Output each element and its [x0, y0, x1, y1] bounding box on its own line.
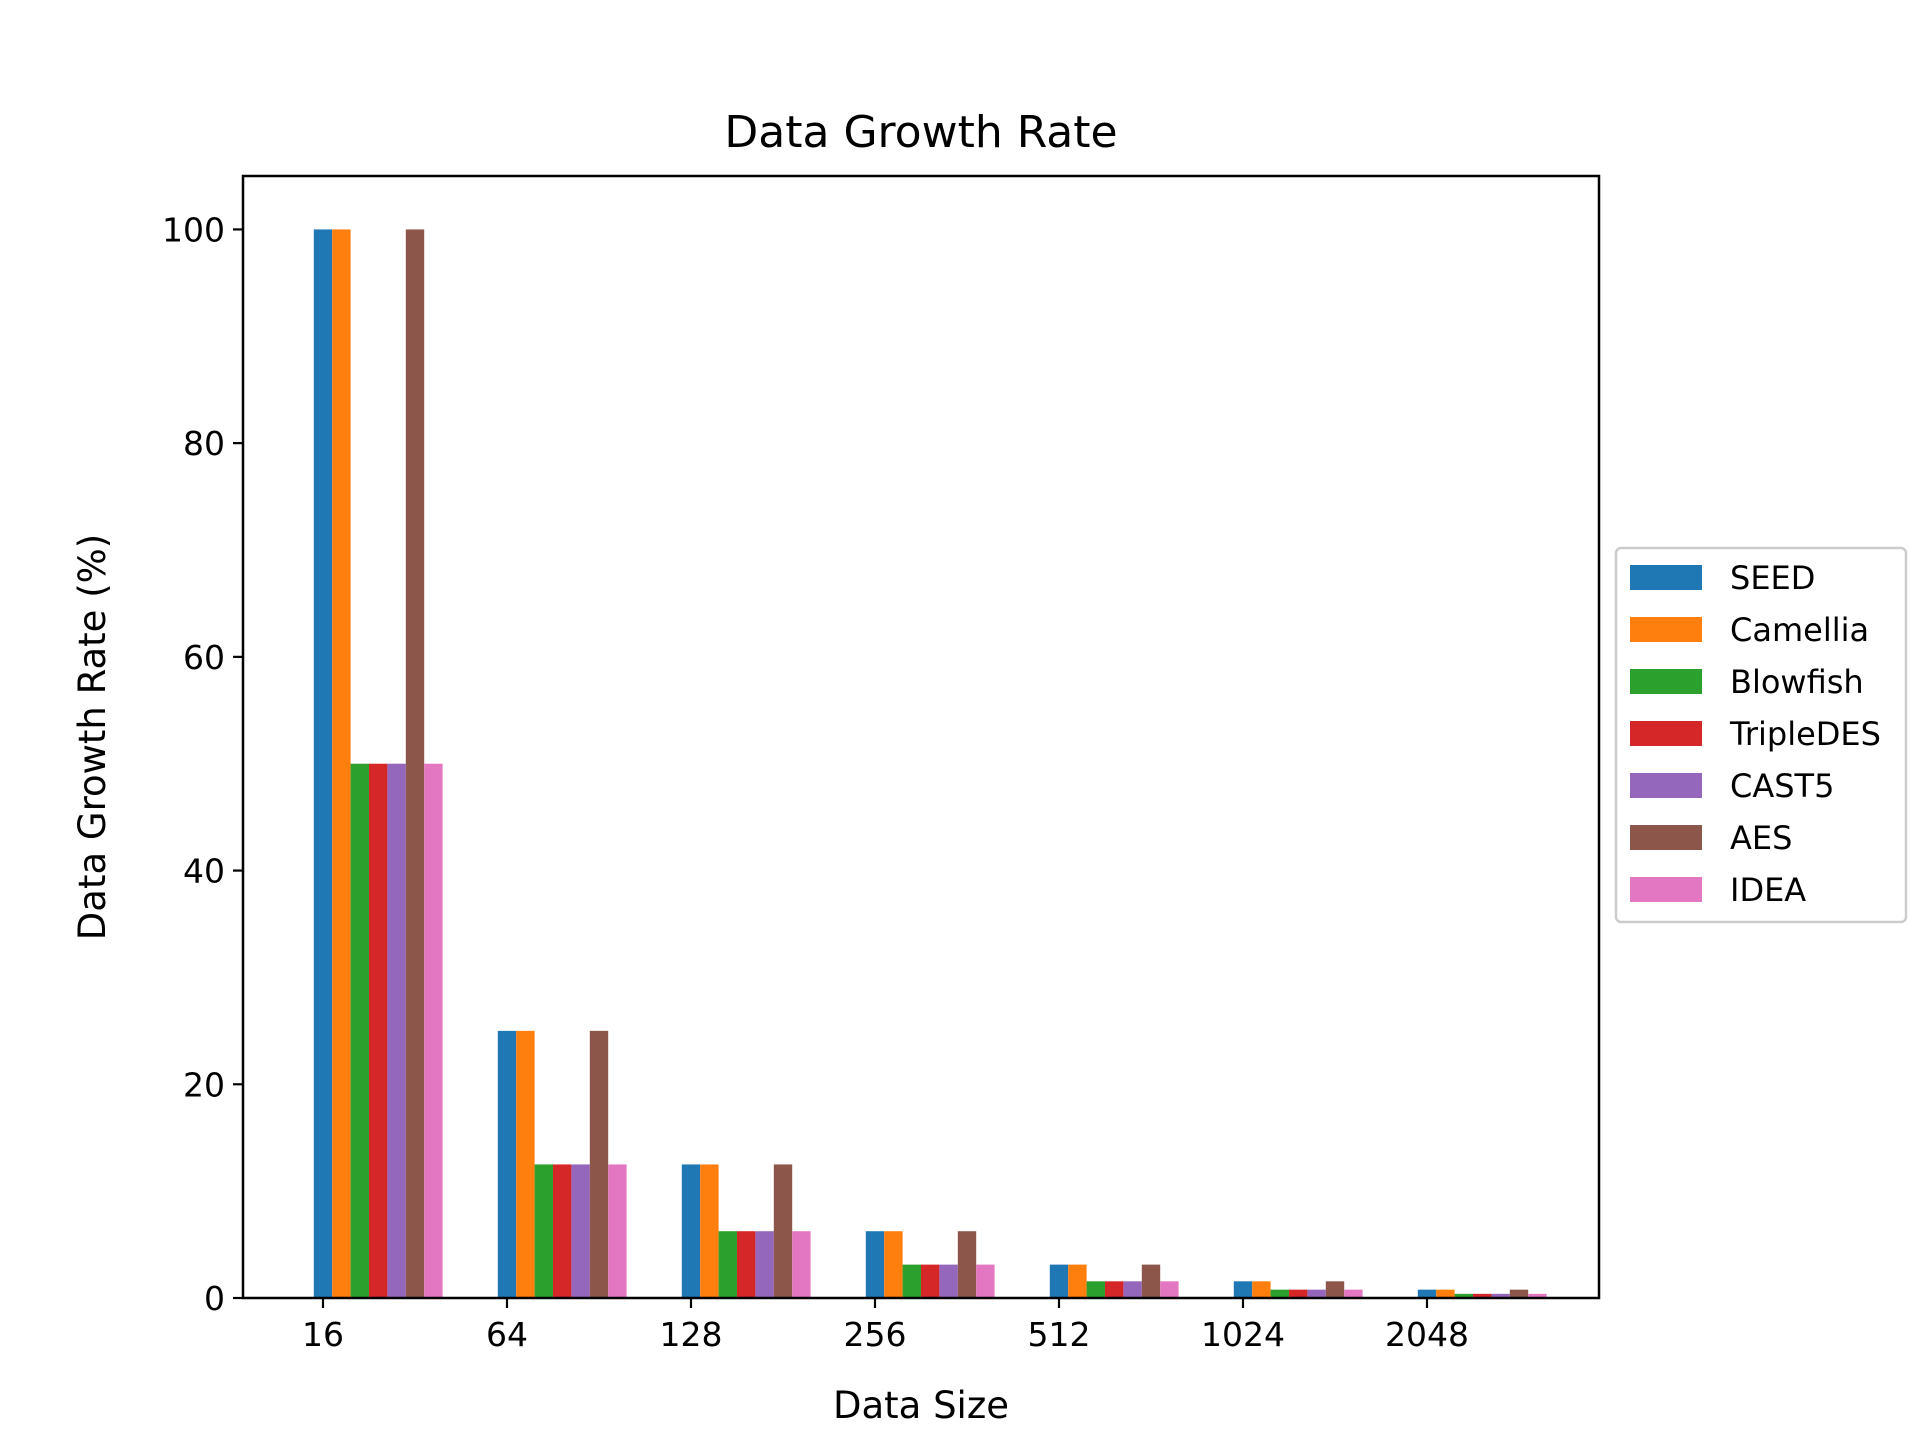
- x-tick-label: 1024: [1201, 1315, 1285, 1354]
- bar-cast5-1024: [1307, 1289, 1326, 1298]
- bar-blowfish-256: [902, 1264, 921, 1298]
- bar-aes-128: [773, 1164, 793, 1298]
- x-tick-label: 16: [302, 1315, 344, 1354]
- bar-aes-1024: [1325, 1281, 1345, 1298]
- legend-label-camellia: Camellia: [1730, 611, 1869, 649]
- plot-frame: [241, 174, 1601, 1300]
- y-tick-label: 20: [183, 1065, 225, 1104]
- y-tick-label: 80: [183, 424, 225, 463]
- bar-seed-16: [313, 229, 333, 1299]
- bar-blowfish-128: [718, 1231, 737, 1298]
- y-axis: 0 20 40 60 80 100: [162, 210, 243, 1318]
- bar-cast5-64: [571, 1164, 590, 1298]
- bar-tripledes-1024: [1289, 1289, 1308, 1298]
- legend-label-cast5: CAST5: [1730, 767, 1834, 805]
- x-axis-label: Data Size: [833, 1384, 1009, 1427]
- bar-seed-256: [865, 1231, 885, 1298]
- x-tick-label: 512: [1028, 1315, 1091, 1354]
- bar-cast5-16: [387, 763, 406, 1298]
- bar-aes-512: [1141, 1264, 1161, 1298]
- legend-swatch-blowfish: [1630, 669, 1702, 694]
- bars-group: [313, 229, 1547, 1299]
- bar-tripledes-512: [1105, 1281, 1124, 1298]
- y-tick-label: 60: [183, 638, 225, 677]
- bar-idea-1024: [1344, 1289, 1363, 1298]
- x-tick-label: 256: [844, 1315, 907, 1354]
- legend-swatch-idea: [1630, 877, 1702, 902]
- bar-blowfish-16: [350, 763, 369, 1298]
- x-tick-label: 2048: [1385, 1315, 1469, 1354]
- bar-blowfish-2048: [1454, 1293, 1473, 1298]
- bar-camellia-512: [1068, 1264, 1087, 1298]
- bar-blowfish-64: [534, 1164, 553, 1298]
- bar-cast5-512: [1123, 1281, 1142, 1298]
- y-axis-label: Data Growth Rate (%): [71, 534, 114, 940]
- bar-aes-64: [589, 1030, 609, 1298]
- legend-label-idea: IDEA: [1730, 871, 1806, 909]
- legend-label-aes: AES: [1730, 819, 1792, 857]
- bar-idea-2048: [1528, 1293, 1547, 1298]
- chart-title: Data Growth Rate: [724, 107, 1117, 158]
- bar-tripledes-16: [369, 763, 388, 1298]
- bar-idea-64: [608, 1164, 627, 1298]
- bar-idea-16: [424, 763, 443, 1298]
- x-tick-label: 128: [660, 1315, 723, 1354]
- bar-camellia-1024: [1252, 1281, 1271, 1298]
- bar-seed-512: [1049, 1264, 1069, 1298]
- y-tick-label: 0: [204, 1279, 225, 1318]
- bar-seed-2048: [1417, 1289, 1437, 1298]
- bar-camellia-128: [700, 1164, 719, 1298]
- bar-blowfish-1024: [1270, 1289, 1289, 1298]
- bar-camellia-2048: [1436, 1289, 1455, 1298]
- bar-cast5-128: [755, 1231, 774, 1298]
- bar-tripledes-64: [553, 1164, 572, 1298]
- legend-swatch-aes: [1630, 825, 1702, 850]
- bar-idea-512: [1160, 1281, 1179, 1298]
- bar-camellia-64: [516, 1030, 535, 1298]
- bar-idea-256: [976, 1264, 995, 1298]
- legend-label-tripledes: TripleDES: [1729, 715, 1881, 753]
- legend-label-blowfish: Blowfish: [1730, 663, 1864, 701]
- bar-aes-16: [405, 229, 425, 1299]
- legend: SEED Camellia Blowfish TripleDES CAST5 AES IDE…: [1614, 546, 1908, 924]
- bar-camellia-256: [884, 1231, 903, 1298]
- bar-tripledes-256: [921, 1264, 940, 1298]
- bar-cast5-2048: [1491, 1293, 1510, 1298]
- bar-aes-2048: [1509, 1289, 1529, 1298]
- y-tick-label: 100: [162, 210, 225, 249]
- legend-swatch-cast5: [1630, 773, 1702, 798]
- x-axis: 16 64 128 256 512 1024 2048: [302, 1298, 1469, 1354]
- bar-idea-128: [792, 1231, 811, 1298]
- bar-camellia-16: [332, 229, 351, 1299]
- x-tick-label: 64: [486, 1315, 528, 1354]
- bar-aes-256: [957, 1231, 977, 1298]
- bar-cast5-256: [939, 1264, 958, 1298]
- bar-tripledes-2048: [1473, 1293, 1492, 1298]
- bar-tripledes-128: [737, 1231, 756, 1298]
- bar-seed-64: [497, 1030, 517, 1298]
- legend-swatch-tripledes: [1630, 721, 1702, 746]
- bar-seed-128: [681, 1164, 701, 1298]
- legend-swatch-seed: [1630, 565, 1702, 590]
- bar-seed-1024: [1233, 1281, 1253, 1298]
- bar-blowfish-512: [1086, 1281, 1105, 1298]
- legend-label-seed: SEED: [1730, 559, 1815, 597]
- y-tick-label: 40: [183, 852, 225, 891]
- legend-swatch-camellia: [1630, 617, 1702, 642]
